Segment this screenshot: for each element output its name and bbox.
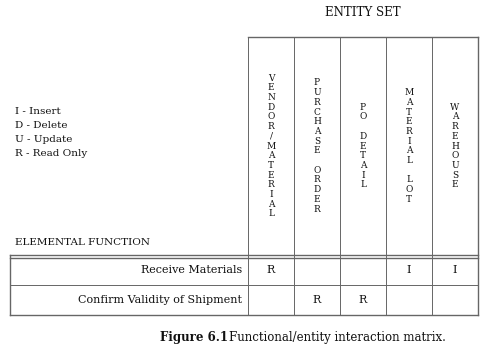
Text: I - Insert: I - Insert <box>15 107 61 116</box>
Text: Confirm Validity of Shipment: Confirm Validity of Shipment <box>78 295 242 305</box>
Text: I: I <box>453 265 457 275</box>
Text: ELEMENTAL FUNCTION: ELEMENTAL FUNCTION <box>15 238 150 247</box>
Text: D - Delete: D - Delete <box>15 121 68 130</box>
Text: Figure 6.1: Figure 6.1 <box>160 330 228 344</box>
Text: R: R <box>313 295 321 305</box>
Text: R: R <box>267 265 275 275</box>
Text: R: R <box>359 295 367 305</box>
Text: Receive Materials: Receive Materials <box>141 265 242 275</box>
Text: M
A
T
E
R
I
A
L
 
L
O
T: M A T E R I A L L O T <box>404 88 414 204</box>
Text: P
O
 
D
E
T
A
I
L: P O D E T A I L <box>359 103 367 189</box>
Text: I: I <box>407 265 411 275</box>
Text: Functional/entity interaction matrix.: Functional/entity interaction matrix. <box>214 330 446 344</box>
Text: P
U
R
C
H
A
S
E
 
O
R
D
E
R: P U R C H A S E O R D E R <box>313 78 321 213</box>
Text: R - Read Only: R - Read Only <box>15 149 87 158</box>
Text: ENTITY SET: ENTITY SET <box>325 6 401 18</box>
Text: V
E
N
D
O
R
/
M
A
T
E
R
I
A
L: V E N D O R / M A T E R I A L <box>267 74 275 218</box>
Text: W
A
R
E
H
O
U
S
E: W A R E H O U S E <box>450 103 460 189</box>
Text: U - Update: U - Update <box>15 135 73 144</box>
